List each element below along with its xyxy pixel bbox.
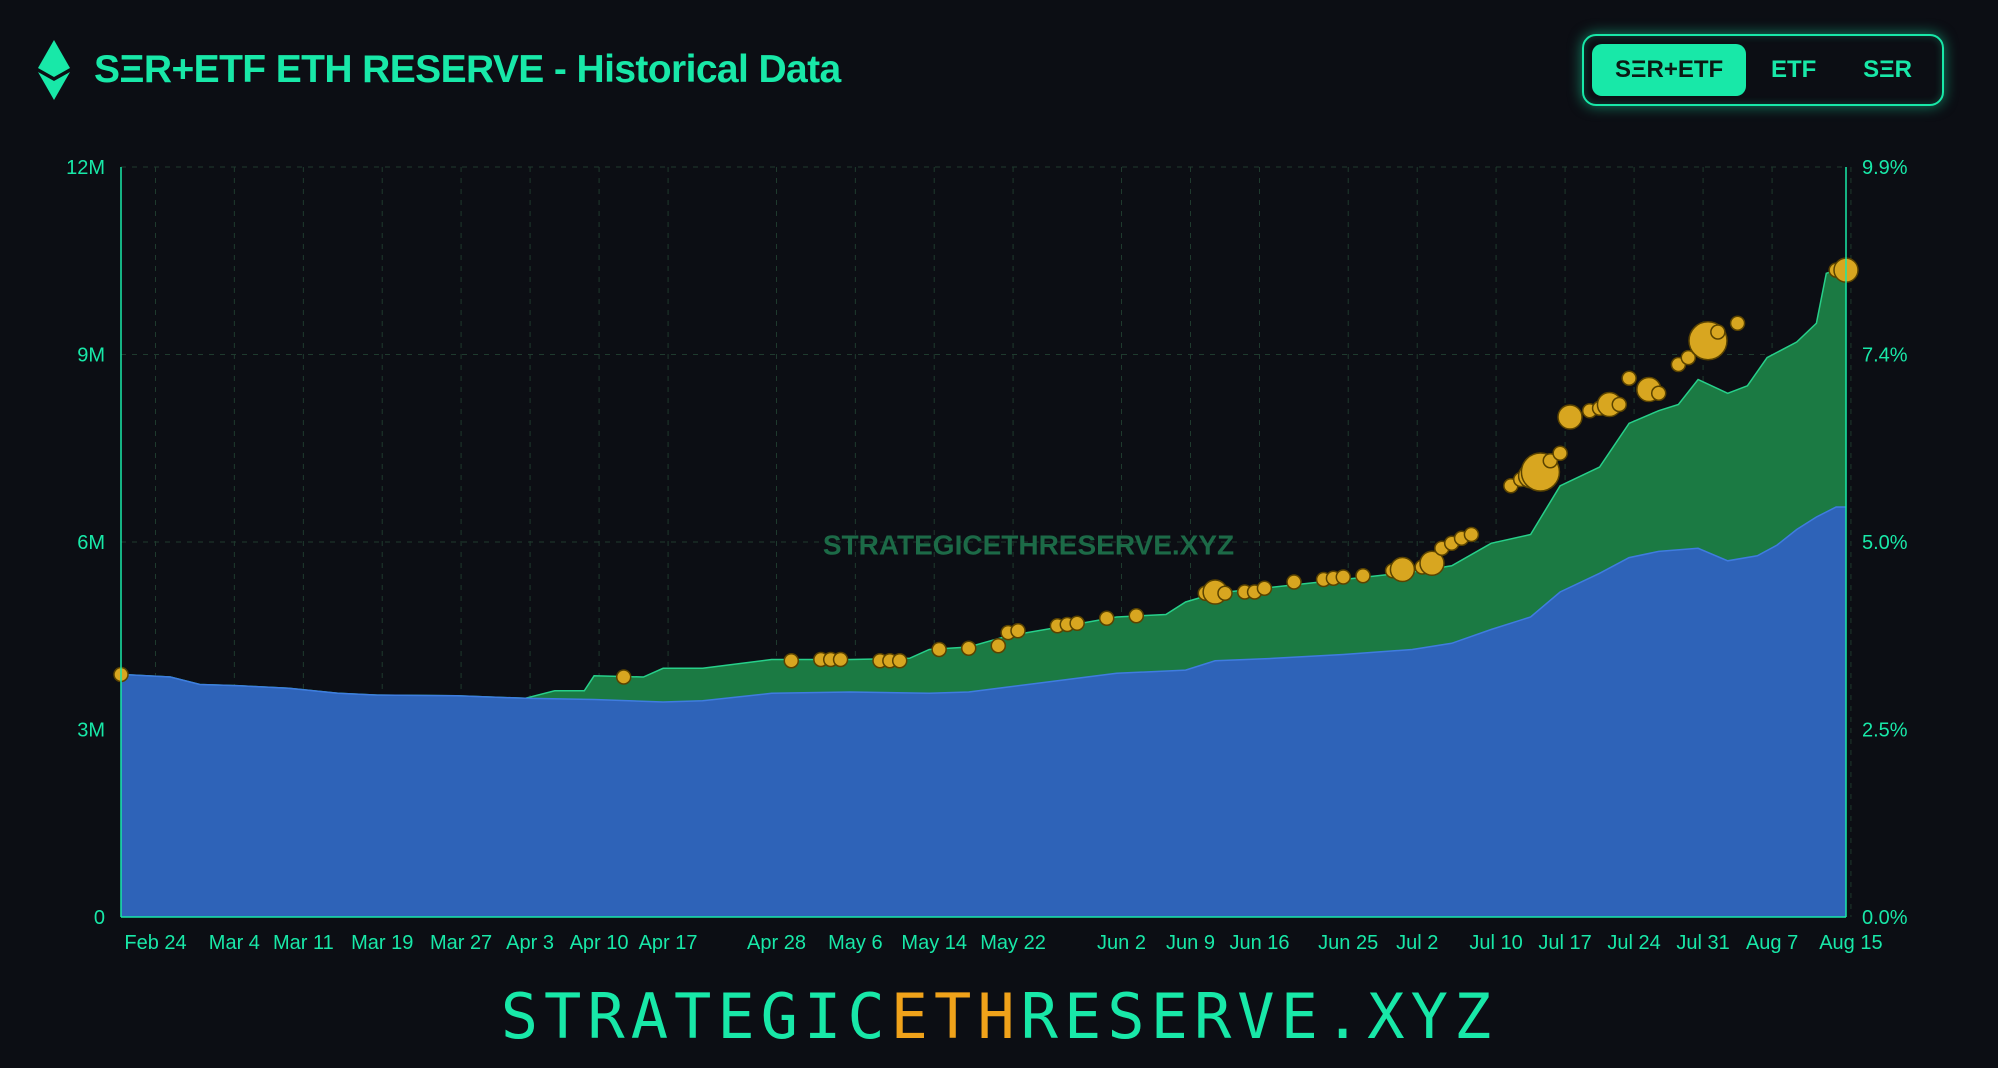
brand-text-strategic: STRATEGIC [500,980,891,1053]
y-right-tick-label: 5.0% [1862,532,1908,554]
purchase-marker[interactable] [1710,324,1726,340]
purchase-marker[interactable] [1256,580,1273,596]
purchase-marker[interactable] [1552,445,1568,461]
x-tick-label: Apr 28 [747,932,806,954]
x-tick-label: Jun 16 [1229,932,1289,954]
purchase-marker[interactable] [891,653,908,669]
reserve-chart: STRATEGICETHRESERVE.XYZ 0 3M 6M 9M 12M 0.0% 2.… [66,157,1908,954]
x-tick-label: Apr 3 [506,932,554,954]
brand-text-reserve: RESERVE.XYZ [1020,980,1498,1053]
purchase-marker[interactable] [1098,610,1115,626]
x-tick-label: May 14 [901,932,967,954]
purchase-marker[interactable] [1650,385,1667,401]
y-right-tick-label: 2.5% [1862,720,1908,742]
purchase-marker[interactable] [1557,404,1583,430]
purchase-marker[interactable] [1010,623,1026,639]
x-tick-label: Jun 9 [1166,932,1215,954]
purchase-marker[interactable] [1355,568,1371,584]
purchase-markers [113,257,1859,685]
x-tick-label: Mar 11 [273,932,334,954]
purchase-marker[interactable] [615,669,632,685]
x-tick-label: Mar 27 [430,932,492,954]
x-tick-label: Mar 4 [209,932,260,954]
purchase-marker[interactable] [1217,585,1233,601]
x-tick-label: Jul 10 [1469,932,1522,954]
y-left-tick-label: 9M [77,345,105,367]
etf-reserve-area [121,507,1846,917]
purchase-marker[interactable] [960,640,977,656]
chart-axes: 0 3M 6M 9M 12M 0.0% 2.5% 5.0% 7.4% 9.9% Feb 24 Mar … [66,157,1908,954]
purchase-marker[interactable] [1286,574,1302,590]
purchase-marker[interactable] [1611,396,1628,413]
purchase-marker[interactable] [1128,608,1145,624]
brand-text-eth: ETH [890,980,1021,1053]
x-tick-label: Jul 2 [1396,932,1438,954]
page-title: SΞR+ETF ETH RESERVE - Historical Data [94,48,841,91]
purchase-marker[interactable] [1729,315,1746,331]
ethereum-icon [38,40,70,100]
y-left-tick-label: 12M [66,157,105,179]
header: SΞR+ETF ETH RESERVE - Historical Data [36,40,841,100]
x-tick-label: Apr 17 [639,932,698,954]
purchase-marker[interactable] [1335,569,1352,585]
y-left-tick-label: 6M [77,532,105,554]
brand-logo: STRATEGICETHRESERVE.XYZ [0,980,1998,1053]
y-right-tick-label: 9.9% [1862,157,1908,179]
purchase-marker[interactable] [1621,370,1637,386]
purchase-marker[interactable] [1389,556,1416,583]
purchase-marker[interactable] [931,641,947,658]
toggle-ser-button[interactable]: SΞR [1863,56,1912,83]
x-tick-label: Jun 2 [1097,932,1146,954]
purchase-marker[interactable] [1069,615,1085,631]
x-tick-label: Aug 15 [1819,932,1882,954]
purchase-marker[interactable] [990,638,1007,654]
y-left-tick-label: 3M [77,720,105,742]
reserve-toggle: SΞR+ETF ETF SΞR [1582,34,1944,106]
x-tick-label: Mar 19 [351,932,413,954]
purchase-marker[interactable] [1463,526,1480,543]
chart-watermark: STRATEGICETHRESERVE.XYZ [823,530,1234,561]
x-tick-label: Jul 31 [1676,932,1729,954]
purchase-marker[interactable] [1419,550,1445,576]
y-right-tick-label: 7.4% [1862,345,1908,367]
x-tick-label: Apr 10 [570,932,629,954]
x-tick-label: Aug 7 [1746,932,1798,954]
toggle-etf-button[interactable]: ETF [1770,56,1817,83]
toggle-ser-etf-button[interactable]: SΞR+ETF [1592,44,1747,96]
x-tick-label: May 6 [828,932,882,954]
x-tick-label: Feb 24 [124,932,186,954]
x-tick-label: Jul 24 [1607,932,1660,954]
y-right-tick-label: 0.0% [1862,907,1908,929]
y-left-tick-label: 0 [94,907,105,929]
x-tick-label: May 22 [980,932,1046,954]
purchase-marker[interactable] [783,653,800,669]
purchase-marker[interactable] [1680,349,1697,366]
etf-reserve-line [120,506,1846,703]
purchase-marker[interactable] [832,651,849,668]
x-tick-label: Jul 17 [1538,932,1591,954]
x-tick-label: Jun 25 [1318,932,1378,954]
